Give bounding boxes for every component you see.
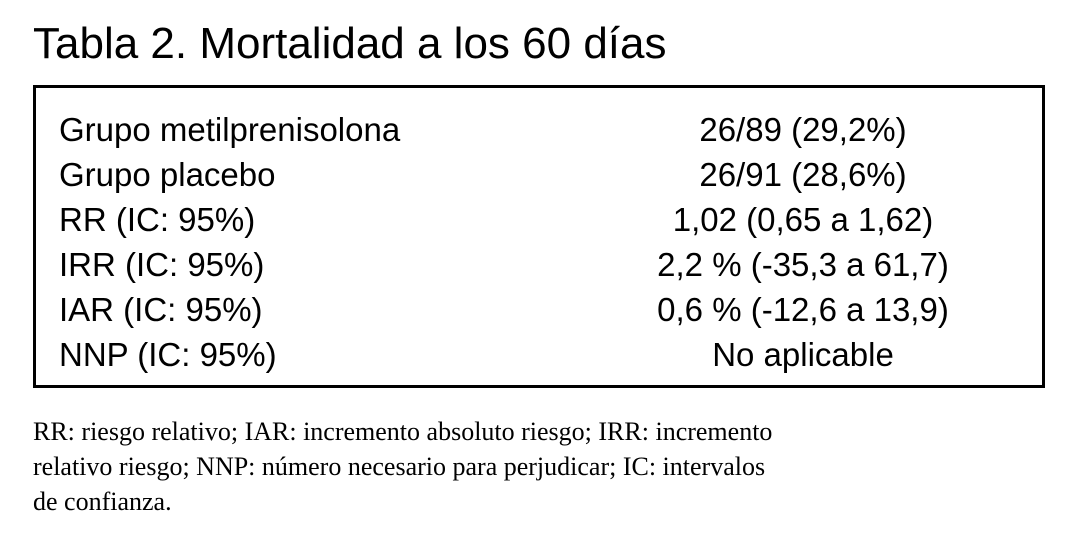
row-label: IRR (IC: 95%) — [59, 246, 265, 283]
row-label: Grupo placebo — [59, 156, 276, 193]
row-label: Grupo metilprenisolona — [59, 111, 401, 148]
table-title: Tabla 2. Mortalidad a los 60 días — [33, 19, 667, 68]
footnote-line: RR: riesgo relativo; IAR: incremento abs… — [33, 417, 773, 446]
row-value: 26/91 (28,6%) — [699, 156, 907, 193]
row-label: NNP (IC: 95%) — [59, 336, 277, 373]
row-value: 26/89 (29,2%) — [699, 111, 907, 148]
table-row: RR (IC: 95%) 1,02 (0,65 a 1,62) — [36, 197, 1042, 242]
table-row: Grupo metilprenisolona 26/89 (29,2%) — [36, 107, 1042, 152]
row-value: 2,2 % (-35,3 a 61,7) — [657, 246, 949, 283]
table-row: Grupo placebo 26/91 (28,6%) — [36, 152, 1042, 197]
footnote-line: relativo riesgo; NNP: número necesario p… — [33, 452, 766, 481]
table-row: IRR (IC: 95%) 2,2 % (-35,3 a 61,7) — [36, 242, 1042, 287]
row-value: 1,02 (0,65 a 1,62) — [672, 201, 934, 238]
table-row: NNP (IC: 95%) No aplicable — [36, 332, 1042, 377]
table: Grupo metilprenisolona 26/89 (29,2%) Grupo… — [33, 85, 1045, 388]
row-value: No aplicable — [712, 336, 894, 373]
row-value: 0,6 % (-12,6 a 13,9) — [657, 291, 949, 328]
row-label: IAR (IC: 95%) — [59, 291, 263, 328]
table-row: IAR (IC: 95%) 0,6 % (-12,6 a 13,9) — [36, 287, 1042, 332]
row-label: RR (IC: 95%) — [59, 201, 256, 238]
footnote-line: de confianza. — [33, 487, 172, 516]
footnote: RR: riesgo relativo; IAR: incremento abs… — [33, 414, 772, 519]
